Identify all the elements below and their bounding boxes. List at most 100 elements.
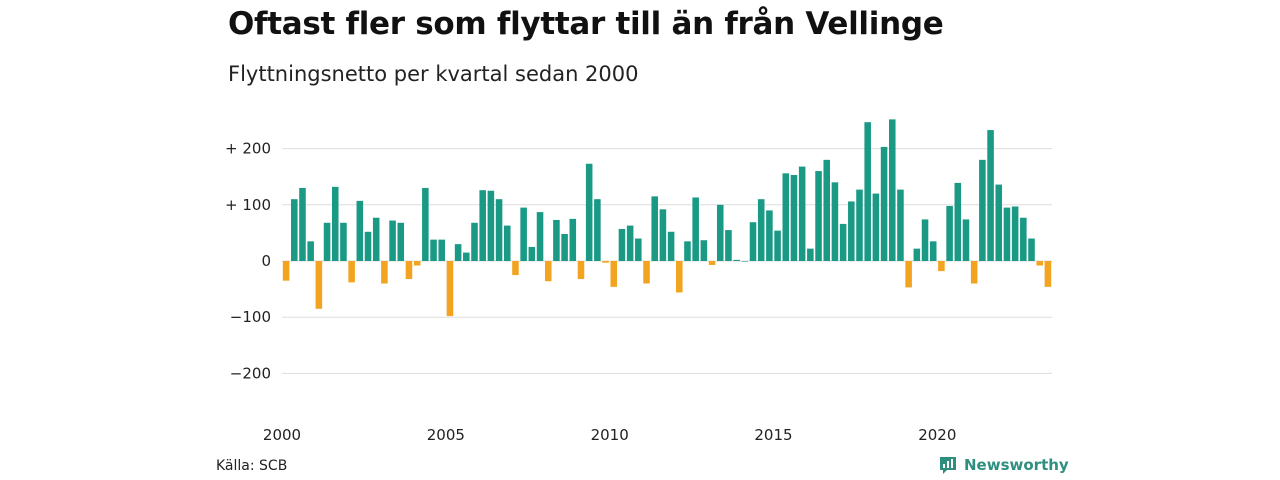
bar: [430, 239, 437, 261]
y-tick-label: −200: [230, 364, 271, 382]
bar: [749, 222, 757, 261]
x-tick-label: 2000: [263, 426, 301, 444]
bar: [1011, 206, 1019, 261]
x-tick-label: 2005: [427, 426, 465, 444]
bar: [577, 261, 585, 279]
chart-title: Oftast fler som flyttar till än från Vel…: [228, 6, 944, 42]
bar: [602, 261, 609, 263]
bar-chart-icon: [940, 457, 956, 474]
bar: [1036, 261, 1043, 266]
bar: [905, 261, 912, 288]
bar: [897, 189, 904, 261]
bar: [1044, 261, 1052, 287]
bar: [626, 225, 634, 261]
bar: [790, 175, 798, 261]
bar: [1028, 238, 1035, 261]
bar: [733, 259, 740, 261]
bar: [594, 199, 601, 261]
bar: [520, 207, 527, 261]
bar: [815, 171, 822, 261]
bar: [299, 187, 306, 261]
bar: [938, 261, 945, 272]
bar: [872, 193, 880, 261]
y-tick-label: + 100: [225, 196, 271, 214]
bar: [757, 199, 765, 261]
bar: [463, 252, 470, 261]
x-tick-label: 2015: [754, 426, 792, 444]
bar: [340, 222, 347, 261]
bar: [987, 130, 994, 261]
bar: [979, 159, 986, 261]
bar: [397, 222, 405, 261]
bar: [725, 230, 732, 261]
bar: [356, 200, 364, 261]
bar: [348, 261, 355, 283]
bar: [315, 261, 323, 309]
y-axis-ticks: + 200 + 100 0 −100 −200: [225, 140, 271, 383]
y-tick-label: −100: [230, 308, 271, 326]
bar: [503, 225, 511, 261]
bar: [798, 166, 806, 261]
bar: [544, 261, 552, 282]
bar: [561, 234, 568, 261]
bar: [774, 230, 781, 261]
bar: [389, 220, 396, 261]
bar: [495, 199, 503, 261]
bar: [479, 190, 486, 261]
bar: [970, 261, 978, 284]
bar: [782, 173, 790, 261]
bar: [585, 163, 593, 261]
bar: [282, 261, 290, 281]
bar: [823, 159, 831, 261]
bar: [405, 261, 413, 279]
x-axis-ticks: 2000 2005 2010 2015 2020: [263, 426, 957, 444]
bar: [331, 186, 339, 261]
bar: [618, 228, 626, 261]
bar: [888, 119, 896, 261]
bar: [692, 197, 699, 261]
bar: [635, 238, 642, 261]
bar: [569, 218, 577, 261]
bar: [651, 196, 658, 261]
bar: [676, 261, 683, 293]
y-tick-label: 0: [261, 252, 271, 270]
bar: [667, 231, 675, 261]
bar: [921, 219, 929, 261]
bar: [323, 222, 331, 261]
bar: [291, 199, 298, 261]
bar: [536, 212, 544, 261]
bar: [708, 261, 716, 265]
bar: [372, 217, 380, 261]
bar: [807, 248, 814, 261]
bar: [839, 223, 847, 261]
bar: [864, 122, 871, 261]
bar: [716, 204, 724, 261]
x-tick-label: 2010: [591, 426, 629, 444]
newsworthy-logo[interactable]: Newsworthy: [938, 455, 1069, 475]
bar: [454, 244, 462, 261]
bar: [659, 209, 667, 261]
bar: [700, 240, 708, 261]
bar: [880, 146, 888, 261]
x-tick-label: 2020: [918, 426, 956, 444]
bar: [954, 182, 962, 261]
bar: [413, 261, 421, 266]
bar: [307, 241, 314, 261]
bar: [766, 210, 773, 261]
bar: [553, 219, 560, 261]
bar: [995, 184, 1003, 261]
bar: [446, 261, 454, 317]
bar: [381, 261, 388, 284]
bar: [856, 189, 863, 261]
bar: [946, 205, 953, 261]
bar: [512, 261, 519, 276]
bars: [282, 119, 1052, 317]
y-tick-label: + 200: [225, 140, 271, 158]
chart-subtitle: Flyttningsnetto per kvartal sedan 2000: [228, 62, 639, 86]
bar: [929, 241, 937, 261]
bar: [438, 239, 446, 261]
bar: [962, 219, 970, 261]
bar: [422, 187, 429, 261]
bar: [643, 261, 650, 284]
